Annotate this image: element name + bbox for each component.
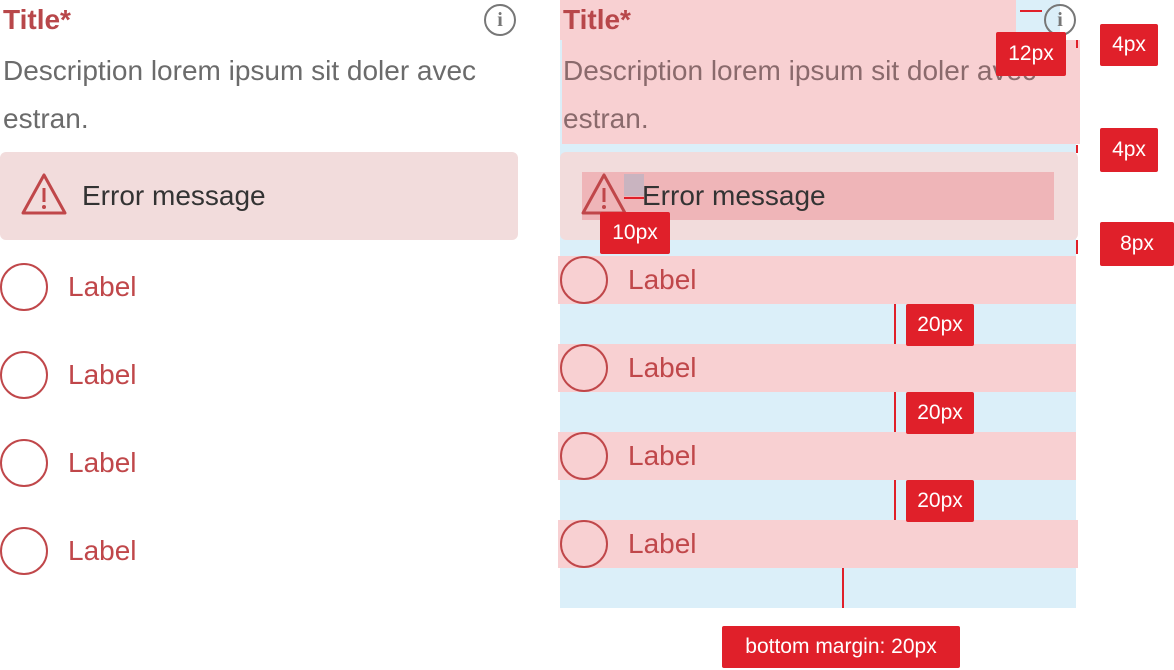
dimension-line <box>842 568 844 608</box>
description: Description lorem ipsum sit doler avec e… <box>3 55 477 134</box>
description: Description lorem ipsum sit doler avec e… <box>563 55 1037 134</box>
option-label: Label <box>628 440 697 471</box>
radio[interactable] <box>0 263 48 311</box>
option-label: Label <box>68 359 137 390</box>
dimension-line <box>1076 145 1078 153</box>
radio[interactable] <box>560 520 608 568</box>
radio[interactable] <box>560 256 608 304</box>
radio[interactable] <box>0 527 48 575</box>
option-label: Label <box>68 447 137 478</box>
spacing-badge: 10px <box>600 212 670 254</box>
title: Title* <box>3 4 71 35</box>
dimension-line <box>1076 240 1078 254</box>
warning-icon <box>21 173 67 215</box>
radio[interactable] <box>0 439 48 487</box>
info-icon[interactable]: i <box>484 4 516 36</box>
dimension-line <box>894 392 896 432</box>
spacing-badge: 8px <box>1100 222 1174 266</box>
option-overlay <box>558 344 1076 392</box>
warning-icon <box>581 173 627 215</box>
spacing-badge: 20px <box>906 304 974 346</box>
error-message: Error message <box>82 180 266 211</box>
radio[interactable] <box>560 432 608 480</box>
error-message: Error message <box>642 180 826 211</box>
option-label: Label <box>628 528 697 559</box>
option-overlay <box>558 520 1078 568</box>
dimension-line <box>894 304 896 344</box>
option-overlay <box>558 256 1076 304</box>
error-box <box>0 152 518 240</box>
option-overlay <box>558 432 1076 480</box>
spacing-badge: 4px <box>1100 128 1158 172</box>
title: Title* <box>563 4 631 35</box>
dimension-line <box>1076 40 1078 48</box>
description-overlay <box>562 40 1080 144</box>
option-label: Label <box>68 271 137 302</box>
spacing-badge: 4px <box>1100 24 1158 66</box>
dimension-line <box>894 480 896 520</box>
spacing-badge: 20px <box>906 480 974 522</box>
spacing-badge: 20px <box>906 392 974 434</box>
spacing-badge: 12px <box>996 32 1066 76</box>
option-label: Label <box>628 264 697 295</box>
option-label: Label <box>68 535 137 566</box>
spacing-badge: bottom margin: 20px <box>722 626 960 668</box>
radio[interactable] <box>0 351 48 399</box>
option-label: Label <box>628 352 697 383</box>
dimension-line <box>624 197 644 199</box>
radio[interactable] <box>560 344 608 392</box>
gap-marker <box>624 174 644 196</box>
dimension-line <box>1020 10 1042 12</box>
title-overlay <box>560 0 1016 40</box>
